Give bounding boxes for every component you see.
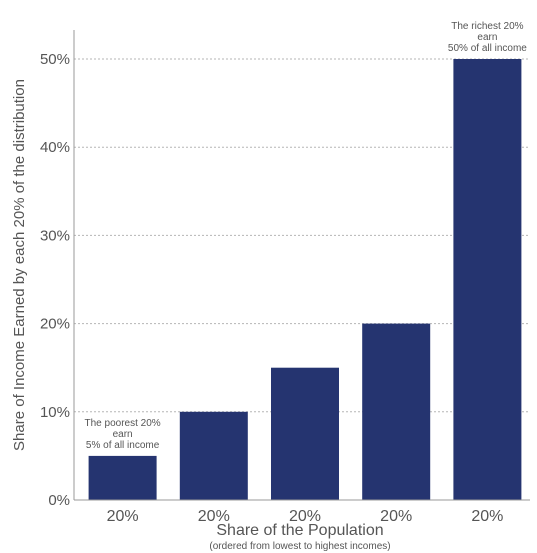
y-tick-label: 30%: [40, 227, 70, 244]
y-tick-label: 10%: [40, 404, 70, 421]
bars: [88, 59, 522, 500]
x-tick-label: 20%: [471, 508, 503, 525]
y-tick-label: 50%: [40, 51, 70, 68]
x-tick-label: 20%: [380, 508, 412, 525]
annotation-line: 5% of all income: [86, 440, 160, 451]
x-tick-labels: 20% 20% 20% 20% 20%: [107, 508, 504, 525]
y-tick-label: 0%: [48, 492, 70, 509]
bar: [362, 323, 431, 500]
x-tick-label: 20%: [198, 508, 230, 525]
y-tick-labels: 0% 10% 20% 30% 40% 50%: [40, 51, 70, 509]
x-tick-label: 20%: [107, 508, 139, 525]
y-tick-label: 40%: [40, 139, 70, 156]
bar: [453, 59, 522, 500]
y-tick-label: 20%: [40, 316, 70, 333]
bar: [88, 455, 157, 500]
annotation-line: The richest 20%: [451, 21, 523, 32]
annotation-line: earn: [477, 32, 497, 43]
bar: [271, 367, 339, 500]
annotation-line: 50% of all income: [448, 43, 527, 54]
x-tick-label: 20%: [289, 508, 321, 525]
bar: [179, 411, 248, 500]
y-axis-title: Share of Income Earned by each 20% of th…: [11, 79, 28, 451]
x-axis-subtitle: (ordered from lowest to highest incomes): [209, 541, 390, 552]
annotation-line: The poorest 20%: [85, 418, 161, 429]
x-axis-title: Share of the Population: [216, 522, 383, 539]
annotation-line: earn: [113, 429, 133, 440]
